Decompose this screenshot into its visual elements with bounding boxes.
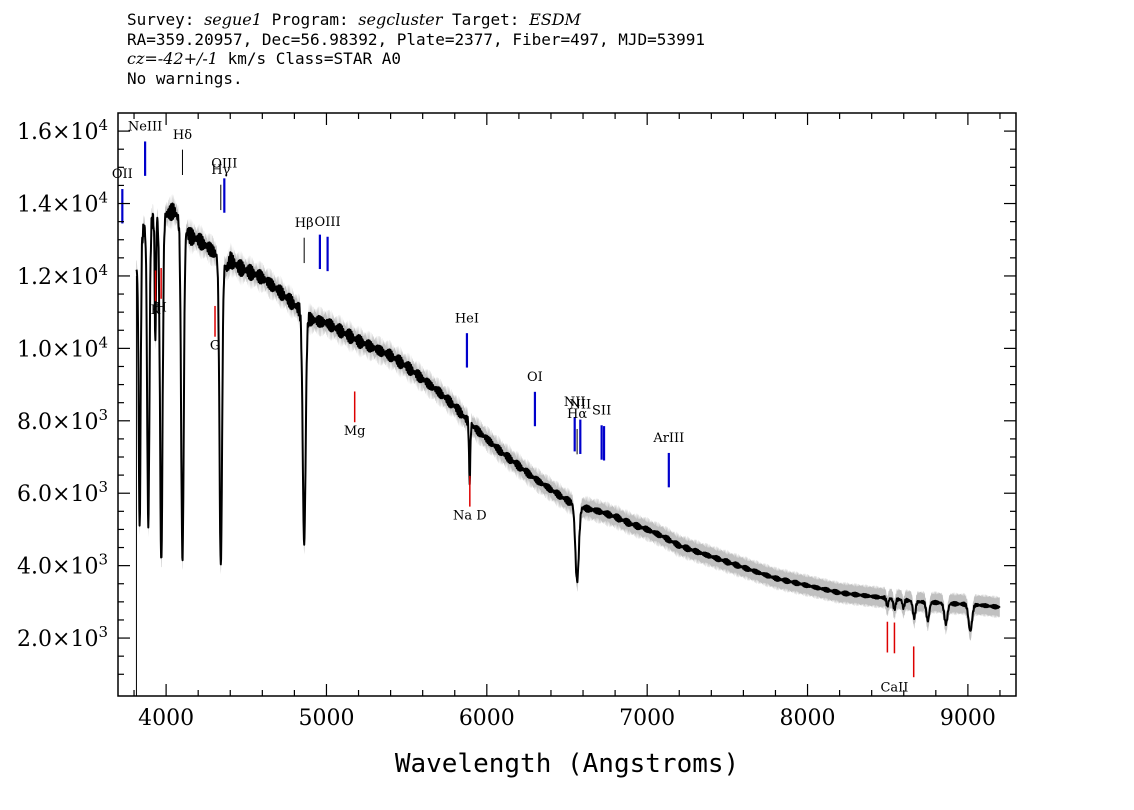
- header-line-survey: Survey: segue1 Program: segcluster Targe…: [127, 10, 705, 30]
- line-marker-layer: [121, 141, 915, 678]
- y-tick-label: 6.0×103: [17, 478, 108, 507]
- spectrum-header: Survey: segue1 Program: segcluster Targe…: [127, 10, 705, 88]
- plot-frame: [117, 112, 1017, 697]
- y-tick-exponent: 4: [98, 189, 108, 207]
- flux-layer: [135, 202, 1001, 696]
- line-label: Hδ: [173, 128, 192, 143]
- flux-line: [135, 202, 1001, 632]
- line-label: K: [151, 303, 161, 318]
- y-tick-exponent: 3: [98, 478, 108, 496]
- survey-value: segue1: [204, 10, 262, 29]
- header-line-coordinates: RA=359.20957, Dec=56.98392, Plate=2377, …: [127, 29, 705, 49]
- target-value: ESDM: [529, 10, 581, 29]
- line-label: Na D: [453, 508, 487, 523]
- line-label: CaII: [880, 680, 908, 695]
- cz-value: -42+/-1: [157, 49, 218, 68]
- line-label: NII: [564, 395, 586, 410]
- y-tick-label: 1.2×104: [17, 261, 108, 290]
- y-tick-label: 1.4×104: [17, 189, 108, 218]
- y-tick-mantissa: 1.4×10: [17, 193, 98, 218]
- y-tick-exponent: 4: [98, 116, 108, 134]
- line-label: ArIII: [652, 431, 684, 446]
- x-tick-label: 5000: [298, 706, 354, 731]
- y-tick-mantissa: 1.2×10: [17, 265, 98, 290]
- y-tick-mantissa: 1.0×10: [17, 337, 98, 362]
- y-tick-exponent: 3: [98, 406, 108, 424]
- program-value: segcluster: [358, 10, 443, 29]
- line-label: OIII: [315, 215, 341, 230]
- y-tick-label: 2.0×103: [17, 623, 108, 652]
- y-tick-exponent: 3: [98, 551, 108, 569]
- x-tick-label: 4000: [138, 706, 194, 731]
- line-label: Hβ: [295, 216, 314, 231]
- tick-label-layer: 4000 5000 6000 7000 8000 90002.0×1034.0×1036.…: [17, 116, 996, 731]
- line-label: G: [210, 338, 220, 353]
- header-line-warnings: No warnings.: [127, 68, 243, 88]
- line-label: OIII: [211, 156, 237, 171]
- line-label: OI: [527, 370, 543, 385]
- x-tick-label: 6000: [459, 706, 515, 731]
- target-label: Target:: [452, 10, 520, 29]
- y-tick-label: 8.0×103: [17, 406, 108, 435]
- y-tick-exponent: 4: [98, 261, 108, 279]
- y-tick-mantissa: 2.0×10: [17, 627, 98, 652]
- x-tick-label: 8000: [780, 706, 836, 731]
- line-label: NeIII: [128, 120, 162, 135]
- class-text: km/s Class=STAR A0: [217, 49, 401, 68]
- y-tick-mantissa: 6.0×10: [17, 482, 98, 507]
- y-tick-label: 1.0×104: [17, 333, 108, 362]
- y-tick-mantissa: 4.0×10: [17, 555, 98, 580]
- y-tick-exponent: 3: [98, 623, 108, 641]
- tick-layer: [118, 113, 1016, 696]
- y-tick-exponent: 4: [98, 333, 108, 351]
- header-line-redshift: cz=-42+/-1 km/s Class=STAR A0: [127, 49, 705, 69]
- line-label: Mg: [344, 424, 366, 439]
- survey-label: Survey:: [127, 10, 195, 29]
- y-tick-mantissa: 8.0×10: [17, 410, 98, 435]
- program-label: Program:: [271, 10, 349, 29]
- x-axis-title: Wavelength (Angstroms): [395, 749, 739, 779]
- cz-label: cz=: [127, 49, 158, 68]
- line-label: SII: [592, 403, 611, 418]
- axes-layer: [117, 112, 1017, 697]
- y-tick-label: 4.0×103: [17, 551, 108, 580]
- y-tick-label: 1.6×104: [17, 116, 108, 145]
- x-tick-label: 7000: [619, 706, 675, 731]
- y-tick-mantissa: 1.6×10: [17, 120, 98, 145]
- line-label: OII: [112, 167, 133, 182]
- line-label: NII: [569, 398, 591, 413]
- line-label: Hγ: [211, 163, 230, 178]
- line-label: Hα: [567, 407, 587, 422]
- x-tick-label: 9000: [940, 706, 996, 731]
- line-label: H: [155, 300, 166, 315]
- line-label: HeI: [455, 311, 479, 326]
